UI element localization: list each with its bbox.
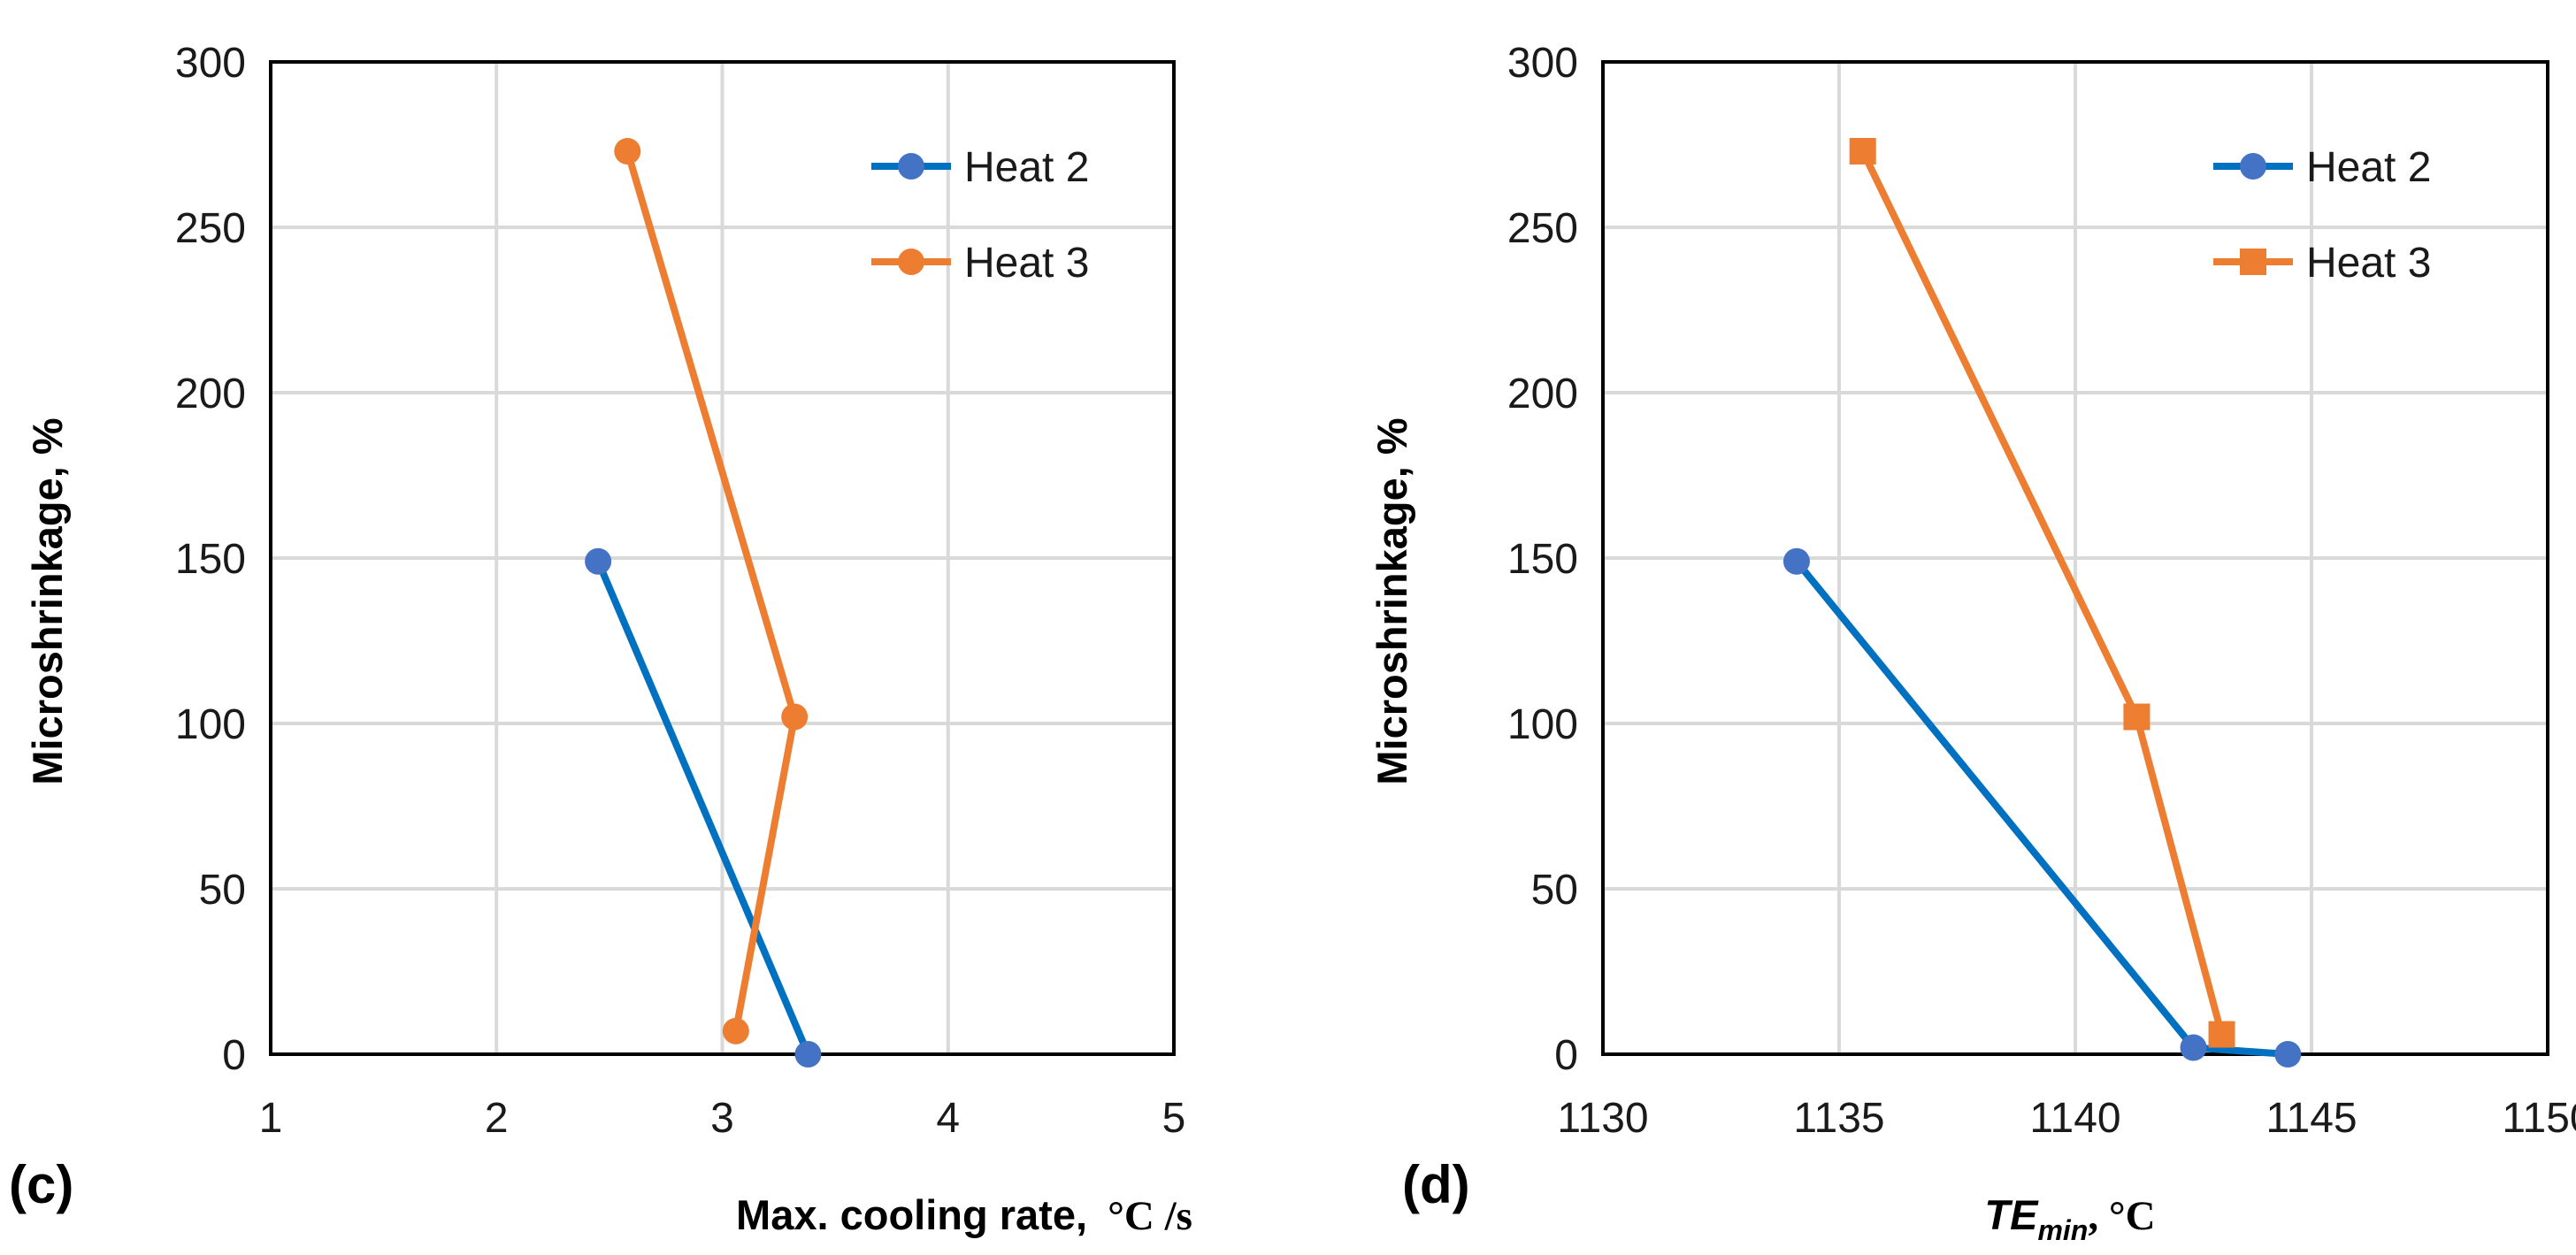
chart-c-legend-heat-2-marker — [898, 153, 924, 180]
chart-d-y-axis-label: Microshrinkage, % — [1368, 417, 1415, 784]
chart-c-x-axis-label-text: Max. cooling rate, — [736, 1191, 1087, 1238]
chart-d-x-tick-label: 1130 — [1557, 1095, 1648, 1142]
chart-d-y-tick-label: 200 — [1507, 371, 1578, 417]
chart-c-x-axis-unit: °C /s — [1108, 1193, 1192, 1239]
chart-d-heat-2-line — [1792, 557, 2292, 1058]
chart-d-legend: Heat 2 Heat 3 — [2213, 144, 2431, 287]
chart-d-legend-heat-3-marker — [2240, 249, 2266, 275]
chart-c-x-tick-label: 2 — [485, 1095, 509, 1142]
chart-c-x-tick-label: 5 — [1162, 1095, 1186, 1142]
chart-c-heat-3-point — [614, 137, 641, 165]
chart-d-x-tick-label: 1140 — [2029, 1095, 2120, 1142]
chart-d-x-tick-label: 1150 — [2502, 1095, 2576, 1142]
chart-d-y-tick-label: 50 — [1531, 867, 1578, 914]
chart-d-heat-2-point — [2180, 1034, 2207, 1061]
chart-d-x-axis-label: TEmin, °C — [1984, 1191, 2155, 1246]
chart-c-heat-3-line — [624, 147, 799, 1035]
chart-d-legend-heat-3-label: Heat 3 — [2306, 240, 2431, 287]
chart-d-heat-3-line — [1859, 147, 2226, 1038]
chart-c-y-tick-label: 150 — [175, 536, 246, 583]
chart-d-x-ticks: 1130 1135 1140 1145 1150 — [1557, 1095, 2576, 1142]
chart-c: 0 50 100 150 200 250 300 1 2 3 4 5 Heat 2 Heat 3 Mi… — [9, 40, 1192, 1239]
chart-d-plot-frame — [1601, 60, 2549, 1056]
chart-d-panel-label: (d) — [1402, 1155, 1470, 1214]
chart-c-y-tick-label: 100 — [175, 701, 246, 748]
chart-d-series — [1782, 137, 2302, 1068]
chart-c-heat-2-line — [594, 557, 812, 1058]
chart-c-series — [585, 137, 822, 1068]
chart-c-heat-3-point — [722, 1017, 749, 1045]
chart-c-y-tick-label: 0 — [222, 1032, 246, 1079]
chart-c-panel-label: (c) — [9, 1155, 73, 1214]
chart-d-x-axis-label-sub: min — [2037, 1214, 2088, 1246]
chart-c-heat-2-point — [585, 547, 612, 575]
chart-d-heat-3-point — [2208, 1021, 2235, 1048]
chart-d-x-axis-unit: , °C — [2088, 1193, 2155, 1239]
chart-c-x-ticks: 1 2 3 4 5 — [259, 1095, 1186, 1142]
chart-c-legend: Heat 2 Heat 3 — [871, 144, 1089, 287]
chart-c-x-axis-label: Max. cooling rate, °C /s — [736, 1191, 1192, 1239]
chart-d-heat-2-point — [1782, 547, 1810, 575]
chart-c-heat-3-point — [781, 703, 809, 731]
chart-c-x-tick-label: 3 — [710, 1095, 734, 1142]
chart-c-grid — [271, 60, 1176, 1054]
chart-c-y-axis-label: Microshrinkage, % — [24, 417, 71, 784]
chart-c-legend-heat-3-marker — [898, 249, 924, 275]
chart-c-heat-2-point — [794, 1041, 822, 1068]
chart-c-x-tick-label: 1 — [259, 1095, 283, 1142]
chart-c-legend-heat-3-label: Heat 3 — [964, 240, 1089, 287]
chart-d-legend-heat-2-marker — [2240, 153, 2266, 180]
chart-c-y-tick-label: 300 — [175, 40, 246, 87]
chart-d-heat-2-point — [2274, 1041, 2302, 1068]
chart-c-y-tick-label: 50 — [199, 867, 246, 914]
chart-d-y-tick-label: 150 — [1507, 536, 1578, 583]
chart-c-y-tick-label: 200 — [175, 371, 246, 417]
chart-d-y-tick-label: 250 — [1507, 205, 1578, 252]
chart-d-heat-3-point — [2123, 703, 2150, 731]
chart-d-x-tick-label: 1135 — [1793, 1095, 1884, 1142]
chart-d-x-axis-label-text: TE — [1984, 1191, 2039, 1238]
chart-c-x-tick-label: 4 — [936, 1095, 960, 1142]
chart-c-y-tick-label: 250 — [175, 205, 246, 252]
chart-d-y-tick-label: 300 — [1507, 40, 1578, 87]
chart-d-heat-3-point — [1849, 137, 1876, 165]
chart-c-legend-heat-2-label: Heat 2 — [964, 144, 1089, 191]
chart-d-x-tick-label: 1145 — [2266, 1095, 2357, 1142]
chart-d-y-tick-label: 100 — [1507, 701, 1578, 748]
chart-d-y-tick-label: 0 — [1554, 1032, 1578, 1079]
chart-c-plot-frame — [269, 60, 1176, 1056]
chart-c-y-ticks: 0 50 100 150 200 250 300 — [175, 40, 246, 1079]
chart-d-legend-heat-2-label: Heat 2 — [2306, 144, 2431, 191]
chart-d-y-ticks: 0 50 100 150 200 250 300 — [1507, 40, 1578, 1079]
